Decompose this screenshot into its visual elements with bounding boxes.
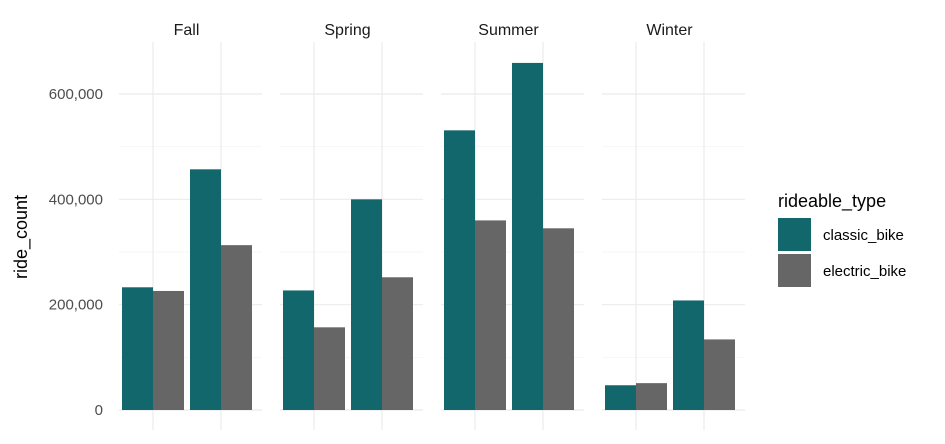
bar-spring-group2-electric-bike — [382, 277, 413, 410]
bar-summer-group2-classic-bike — [512, 62, 543, 410]
legend: rideable_type classic_bike electric_bike — [778, 191, 906, 287]
y-axis-ticks: 0 200,000 400,000 600,000 — [49, 86, 103, 419]
facet-title-spring: Spring — [324, 22, 370, 39]
facet-title-summer: Summer — [478, 22, 539, 39]
facet-title-fall: Fall — [174, 22, 200, 39]
bar-spring-group2-classic-bike — [351, 199, 382, 410]
y-tick-label: 400,000 — [49, 191, 103, 208]
facet-titles: Fall Spring Summer Winter — [174, 22, 694, 39]
bar-winter-group2-classic-bike — [673, 300, 704, 410]
facet-title-winter: Winter — [646, 22, 693, 39]
bar-layer — [122, 62, 735, 410]
bar-winter-group1-electric-bike — [636, 383, 667, 410]
bar-fall-group1-classic-bike — [122, 287, 153, 410]
bar-fall-group2-classic-bike — [190, 169, 221, 410]
bar-summer-group2-electric-bike — [543, 228, 574, 410]
bar-summer-group1-classic-bike — [444, 130, 475, 410]
legend-label-electric-bike: electric_bike — [823, 263, 906, 280]
bar-spring-group1-electric-bike — [314, 327, 345, 410]
legend-label-classic-bike: classic_bike — [823, 227, 904, 244]
bar-fall-group1-electric-bike — [153, 290, 184, 410]
bar-summer-group1-electric-bike — [475, 220, 506, 410]
y-tick-label: 200,000 — [49, 297, 103, 314]
bar-fall-group2-electric-bike — [221, 245, 252, 410]
legend-title: rideable_type — [778, 191, 886, 212]
bar-winter-group2-electric-bike — [704, 339, 735, 410]
bar-spring-group1-classic-bike — [283, 290, 314, 410]
legend-swatch-classic-bike — [778, 218, 811, 251]
y-tick-label: 0 — [95, 402, 103, 419]
bar-winter-group1-classic-bike — [605, 385, 636, 410]
y-tick-label: 600,000 — [49, 86, 103, 103]
y-axis-title: ride_count — [11, 195, 32, 279]
legend-swatch-electric-bike — [778, 254, 811, 287]
